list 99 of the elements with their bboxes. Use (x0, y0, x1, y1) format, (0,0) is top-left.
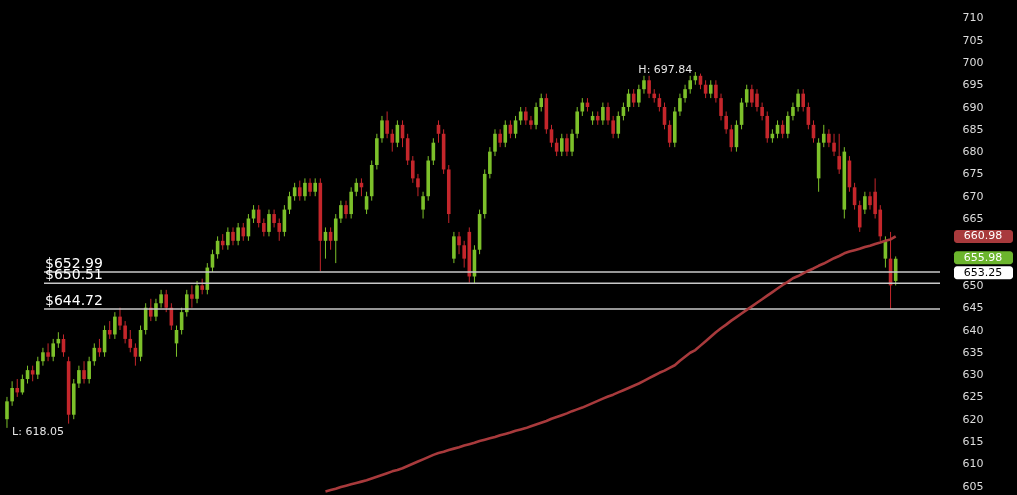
candlestick (719, 93, 723, 121)
candlestick (226, 226, 230, 251)
candlestick (488, 146, 492, 179)
candlestick (565, 133, 569, 157)
candlestick (529, 115, 533, 130)
candlestick (724, 110, 728, 135)
candlestick (10, 380, 14, 407)
candlestick (616, 110, 621, 139)
y-tick-label: 675 (962, 167, 984, 181)
candlestick (195, 280, 199, 304)
y-tick-label: 700 (962, 55, 984, 69)
candlestick (611, 115, 615, 139)
y-tick-label: 615 (962, 434, 984, 448)
candlestick (297, 180, 302, 202)
candlestick (190, 284, 194, 309)
candlestick (46, 342, 50, 362)
candlestick (683, 84, 687, 104)
y-tick-label: 685 (962, 122, 984, 136)
candlestick (385, 110, 389, 139)
candlestick (349, 186, 353, 220)
y-tick-label: 690 (962, 100, 984, 114)
text: 653.25 (963, 265, 1003, 279)
candlestick (647, 75, 651, 99)
candlestick (113, 311, 117, 340)
candlestick (333, 213, 338, 264)
y-tick-label: 680 (962, 145, 984, 159)
candlestick (184, 289, 189, 318)
candlestick (744, 84, 749, 108)
candlestick (231, 226, 235, 246)
candlestick (837, 133, 841, 175)
candlestick (827, 128, 831, 148)
candlestick (765, 110, 770, 144)
candlestick (534, 102, 538, 130)
candlestick (77, 365, 81, 389)
candlestick (559, 133, 564, 157)
candlestick (714, 79, 718, 104)
candlestick (421, 191, 425, 220)
y-tick-label: 710 (962, 11, 984, 25)
candlestick (452, 231, 456, 264)
y-tick-label: 695 (962, 78, 984, 92)
candlestick (380, 115, 384, 144)
candlestick (82, 360, 86, 385)
candlestick (164, 289, 169, 313)
candlestick (303, 177, 307, 202)
text: 660.98 (963, 229, 1003, 243)
y-tick-label: 645 (962, 301, 984, 315)
y-tick-label: 630 (962, 368, 984, 382)
candlestick (41, 347, 45, 367)
y-tick-label: 635 (962, 345, 984, 359)
ref-line-label: $644.72 (45, 291, 103, 308)
candlestick (36, 356, 40, 380)
candlestick (493, 128, 497, 157)
candlestick (570, 128, 574, 157)
candlestick (498, 128, 502, 148)
candlestick (642, 75, 646, 95)
candlestick (344, 200, 348, 220)
candlestick (606, 102, 610, 126)
candlestick (128, 329, 133, 353)
candlestick (801, 88, 806, 112)
candlestick (5, 396, 9, 429)
candlestick (236, 222, 240, 246)
candlestick (832, 133, 836, 157)
candlestick (678, 93, 682, 117)
candlestick (339, 200, 343, 224)
candlestick (416, 173, 420, 197)
line-series (324, 235, 897, 493)
candlestick (267, 209, 271, 237)
candlestick (51, 338, 56, 362)
candlestick (308, 177, 312, 197)
candlestick (601, 102, 605, 126)
text: 655.98 (963, 250, 1003, 264)
y-tick-label: 620 (962, 412, 984, 426)
y-tick-label: 625 (962, 390, 984, 404)
candlestick (575, 106, 579, 139)
candlestick (123, 320, 127, 344)
candlestick (857, 200, 862, 233)
candlestick (411, 155, 415, 184)
candlestick (462, 240, 466, 269)
y-tick-label: 670 (962, 189, 984, 203)
candlestick (637, 84, 641, 108)
y-tick-label: 640 (962, 323, 984, 337)
candlestick (159, 289, 163, 309)
y-tick-label: 610 (962, 457, 984, 471)
y-tick-label: 665 (962, 212, 984, 226)
candlestick (863, 191, 867, 215)
candlestick (87, 356, 91, 385)
y-tick-label: 705 (962, 33, 984, 47)
candlestick (457, 231, 461, 255)
candlestick (729, 124, 734, 153)
y-tick-label: 605 (962, 479, 984, 493)
candlestick (503, 119, 508, 148)
annotation: L: 618.05 (12, 424, 64, 438)
candlestick (796, 88, 800, 112)
candlestick (786, 110, 790, 139)
candlestick (821, 124, 826, 148)
annotation: H: 697.84 (638, 63, 693, 77)
y-tick-label: 650 (962, 278, 984, 292)
candlestick (277, 218, 282, 242)
candlestick (390, 128, 395, 153)
